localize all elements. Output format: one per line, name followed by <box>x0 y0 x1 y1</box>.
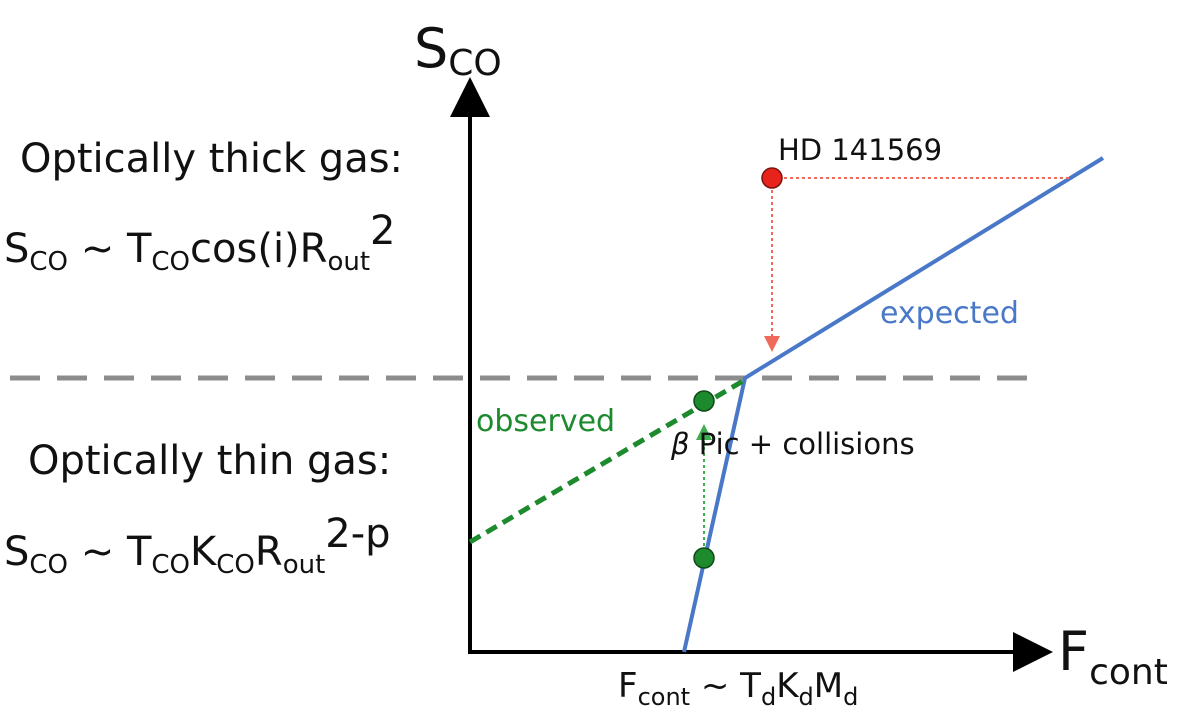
expected-label: expected <box>880 296 1019 331</box>
observed-label: observed <box>476 404 615 439</box>
y-axis-label: SCO <box>414 17 502 84</box>
expected-relation-line <box>682 156 1105 653</box>
hd-141569-point <box>761 167 783 189</box>
optically-thick-equation: SCO ~ TCOcos(i)Rout2 <box>4 208 396 277</box>
optically-thin-heading: Optically thin gas: <box>28 438 391 484</box>
hd-141569-label: HD 141569 <box>778 133 942 167</box>
optically-thin-equation: SCO ~ TCOKCORout2-p <box>4 511 391 580</box>
optically-thick-heading: Optically thick gas: <box>20 136 403 182</box>
beta-pic-label: β Pic + collisions <box>670 427 915 461</box>
beta-pic-observed-point <box>693 390 715 412</box>
fcont-relation: Fcont ~ TdKdMd <box>618 666 858 711</box>
x-axis-label: Fcont <box>1058 620 1168 693</box>
beta-pic-expected-point <box>693 547 715 569</box>
